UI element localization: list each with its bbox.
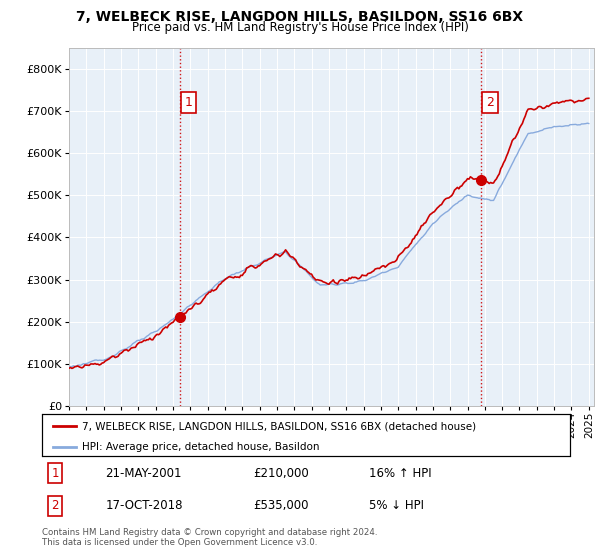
- Text: 21-MAY-2001: 21-MAY-2001: [106, 467, 182, 480]
- Text: 2: 2: [486, 96, 494, 109]
- Text: 2: 2: [52, 499, 59, 512]
- Text: 7, WELBECK RISE, LANGDON HILLS, BASILDON, SS16 6BX (detached house): 7, WELBECK RISE, LANGDON HILLS, BASILDON…: [82, 421, 476, 431]
- Text: £210,000: £210,000: [253, 467, 309, 480]
- Text: 1: 1: [184, 96, 192, 109]
- Text: 1: 1: [52, 467, 59, 480]
- Text: Contains HM Land Registry data © Crown copyright and database right 2024.
This d: Contains HM Land Registry data © Crown c…: [42, 528, 377, 547]
- Text: 7, WELBECK RISE, LANGDON HILLS, BASILDON, SS16 6BX: 7, WELBECK RISE, LANGDON HILLS, BASILDON…: [76, 10, 524, 24]
- Text: 16% ↑ HPI: 16% ↑ HPI: [370, 467, 432, 480]
- Text: 17-OCT-2018: 17-OCT-2018: [106, 499, 183, 512]
- Text: 5% ↓ HPI: 5% ↓ HPI: [370, 499, 424, 512]
- Text: £535,000: £535,000: [253, 499, 309, 512]
- Text: Price paid vs. HM Land Registry's House Price Index (HPI): Price paid vs. HM Land Registry's House …: [131, 21, 469, 34]
- Text: HPI: Average price, detached house, Basildon: HPI: Average price, detached house, Basi…: [82, 442, 319, 452]
